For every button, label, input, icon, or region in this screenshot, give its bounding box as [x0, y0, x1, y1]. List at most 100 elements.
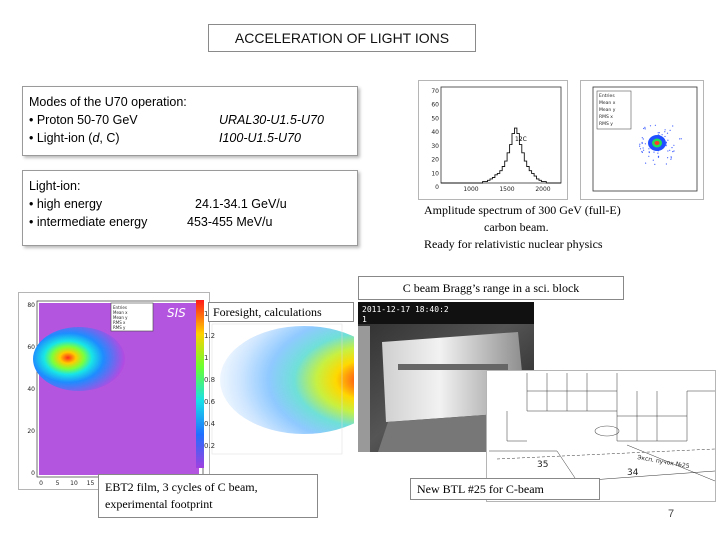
- spectrum-ytick: 10: [431, 170, 439, 177]
- profile-scatter-dot: [644, 126, 646, 128]
- profile-scatter-dot: [664, 129, 666, 131]
- spectrum-ytick: 30: [431, 143, 439, 150]
- foresight-svg: [211, 323, 388, 455]
- amplitude-caption-line3: Ready for relativistic nuclear physics: [424, 237, 603, 251]
- lightion-high-value: 24.1-34.1 GeV/u: [195, 197, 287, 211]
- modes-item-lightion-d: d: [92, 131, 100, 145]
- photo-left-post: [358, 326, 370, 452]
- profile-scatter-dot: [653, 151, 655, 153]
- amplitude-caption: Amplitude spectrum of 300 GeV (full-E) c…: [424, 202, 700, 258]
- drawing-outline-3: [489, 450, 716, 482]
- profile-scatter-dot: [665, 142, 667, 144]
- profile-stats-box: [596, 90, 632, 130]
- profile-scatter-dot: [665, 163, 667, 165]
- profile-scatter-dot: [641, 137, 643, 139]
- slide-title: ACCELERATION OF LIGHT IONS: [208, 24, 476, 52]
- heatmap-ytick: 60: [27, 344, 35, 351]
- lightion-textbox: Light-ion: • high energy 24.1-34.1 GeV/u…: [22, 170, 358, 246]
- spectrum-ytick: 50: [431, 115, 439, 122]
- drawing-grid: [527, 373, 617, 411]
- modes-item-lightion: • Light-ion (d, C): [29, 131, 120, 145]
- profile-scatter-dot: [667, 150, 669, 152]
- spectrum-frame: [440, 86, 562, 184]
- drawing-label-35: 35: [537, 460, 548, 470]
- profile-scatter-dot: [639, 145, 641, 147]
- profile-scatter-dot: [669, 129, 671, 131]
- heatmap-xtick: 10: [70, 480, 78, 487]
- ebt2-caption-line2: experimental footprint: [105, 497, 213, 511]
- profile-scatter-dot: [657, 156, 659, 158]
- profile-stat-label: Entries: [599, 93, 615, 99]
- profile-scatter-dot: [657, 152, 659, 154]
- modes-item-proton: • Proton 50-70 GeV: [29, 113, 138, 127]
- profile-scatter-dot: [666, 132, 669, 134]
- spectrum-xtick: 2000: [535, 186, 550, 193]
- heatmap-ytick: 40: [27, 386, 35, 393]
- profile-scatter-dot: [670, 156, 672, 158]
- spectrum-xtick: 1000: [463, 186, 478, 193]
- profile-scatter-dot: [641, 151, 643, 153]
- foresight-heatmap: [210, 300, 388, 468]
- colorbar-svg: [196, 300, 204, 468]
- spectrum-histogram: [441, 127, 561, 184]
- profile-scatter-dot: [645, 162, 647, 164]
- profile-stat-label: RMS y: [599, 121, 613, 127]
- profile-scatter-dot: [639, 143, 641, 145]
- drawing-label-34: 34: [627, 468, 639, 478]
- colorbar-tick: 1.2: [204, 332, 216, 340]
- spectrum-xtick: 1500: [499, 186, 514, 193]
- spectrum-ytick: 20: [431, 157, 439, 164]
- modes-item-lightion-mode: I100-U1.5-U70: [219, 131, 301, 145]
- modes-heading: Modes of the U70 operation:: [29, 95, 187, 109]
- ebt2-caption: EBT2 film, 3 cycles of C beam, experimen…: [98, 474, 318, 518]
- colorbar-tick: 1: [204, 354, 209, 362]
- profile-scatter-dot: [652, 159, 654, 161]
- profile-scatter-dot: [671, 147, 673, 149]
- profile-scatter-dot: [667, 157, 669, 159]
- modes-item-lightion-sep: , C): [99, 131, 120, 145]
- profile-scatter-dot: [670, 158, 672, 160]
- profile-scatter-dot: [679, 138, 681, 140]
- colorbar-tick: 0.4: [204, 420, 216, 428]
- profile-scatter-dot: [648, 155, 650, 157]
- profile-stat-label: RMS x: [599, 114, 613, 120]
- beam-profile-plot: Entries Mean x Mean y RMS x RMS y: [580, 80, 704, 200]
- page-number: 7: [668, 508, 675, 520]
- profile-scatter-dot: [648, 148, 650, 150]
- colorbar-tick: 0.8: [204, 376, 216, 384]
- profile-scatter-dot: [641, 142, 643, 144]
- profile-scatter-dot: [672, 151, 674, 153]
- profile-scatter-dot: [644, 143, 646, 145]
- profile-stat-label: Mean x: [599, 100, 616, 106]
- amplitude-caption-line2: carbon beam.: [484, 220, 549, 234]
- foresight-caption: Foresight, calculations: [208, 302, 354, 322]
- profile-scatter-dot: [643, 149, 645, 151]
- photo-line2: 1: [362, 315, 367, 324]
- modes-item-lightion-label: • Light-ion (: [29, 131, 93, 145]
- profile-scatter-dot: [673, 144, 675, 146]
- drawing-grid-2: [617, 391, 687, 441]
- profile-stat-label: Mean y: [599, 107, 616, 113]
- heatmap-stat-label: Mean x: [113, 310, 128, 315]
- drawing-label-beam: Эксп. пучок №25: [637, 454, 691, 470]
- modes-item-proton-mode: URAL30-U1.5-U70: [219, 113, 324, 127]
- lightion-intermediate-value: 453-455 MeV/u: [187, 215, 273, 229]
- profile-scatter-dot: [669, 149, 671, 151]
- amplitude-spectrum-plot: 70 60 50 40 30 20 10 0 1000 1500 2000 12C: [418, 80, 568, 200]
- lightion-high-label: • high energy: [29, 197, 103, 211]
- profile-scatter-dot: [657, 132, 659, 134]
- heatmap-xtick: 15: [87, 480, 95, 487]
- profile-scatter-dot: [654, 124, 656, 126]
- colorbar: 1.41.210.80.60.40.2: [194, 296, 215, 472]
- bragg-caption: C beam Bragg’s range in a sci. block: [358, 276, 624, 300]
- profile-scatter-dot: [642, 138, 644, 140]
- profile-scatter-dot: [664, 135, 666, 138]
- heatmap-stats-box: [110, 302, 154, 332]
- profile-scatter-dot: [664, 131, 666, 133]
- profile-scatter-dot: [639, 148, 642, 150]
- photo-bar: [398, 364, 508, 370]
- profile-scatter-dot: [672, 125, 674, 127]
- drawing-outline-2: [616, 390, 715, 442]
